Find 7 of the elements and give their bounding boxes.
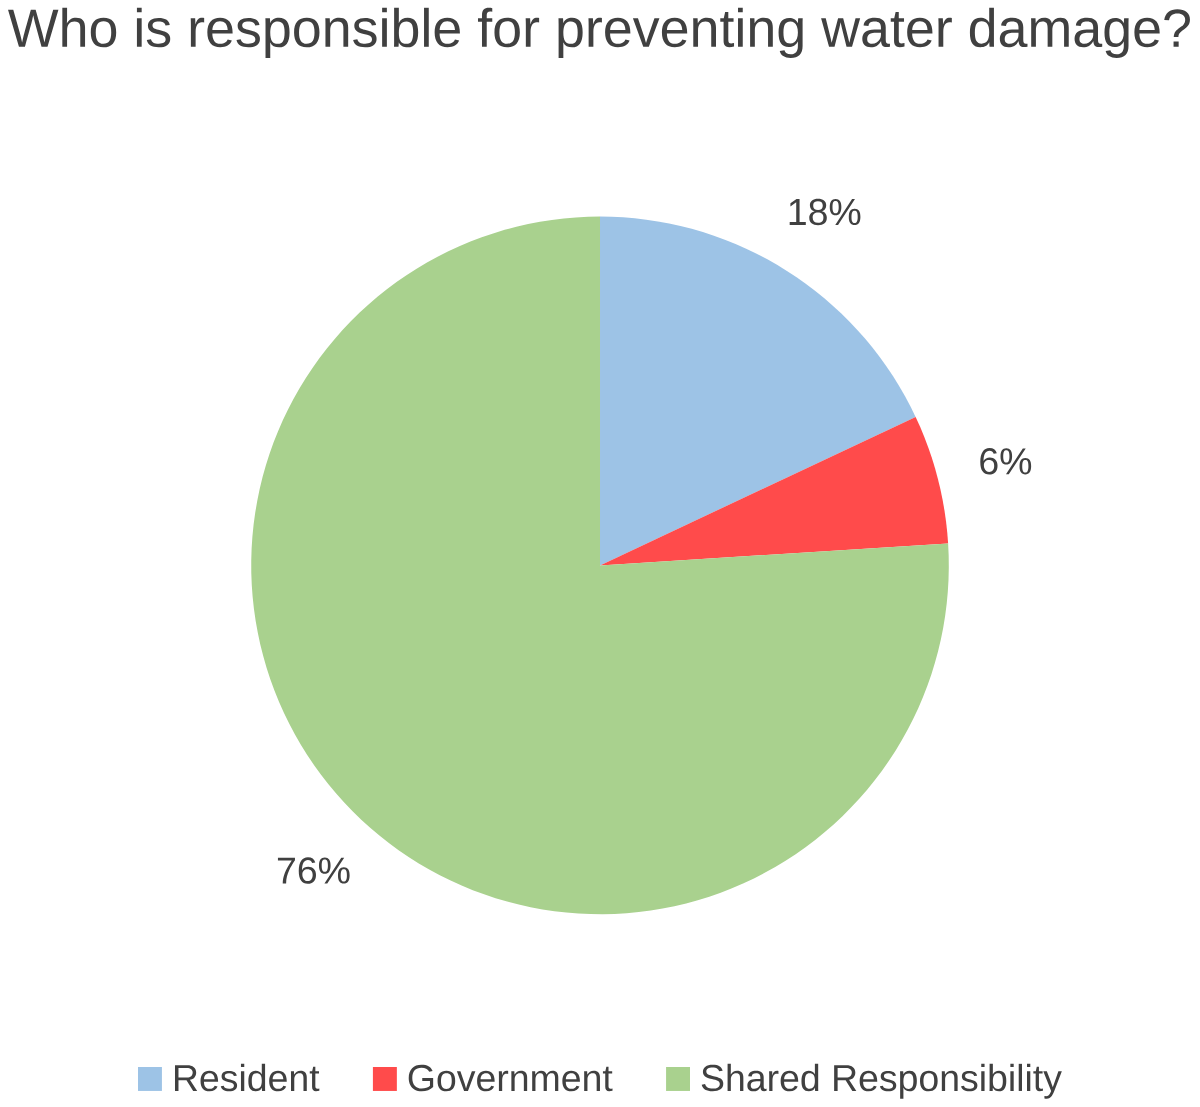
legend-label: Resident xyxy=(175,1064,320,1092)
data-label: 18% xyxy=(789,198,861,226)
data-label: 6% xyxy=(980,448,1032,475)
data-label: 76% xyxy=(277,857,350,884)
legend-label: Government xyxy=(408,1065,613,1092)
legend-label: Shared Responsibility xyxy=(701,1064,1062,1099)
chart-title: Who is responsible for preventing water damage? xyxy=(8,8,1190,59)
